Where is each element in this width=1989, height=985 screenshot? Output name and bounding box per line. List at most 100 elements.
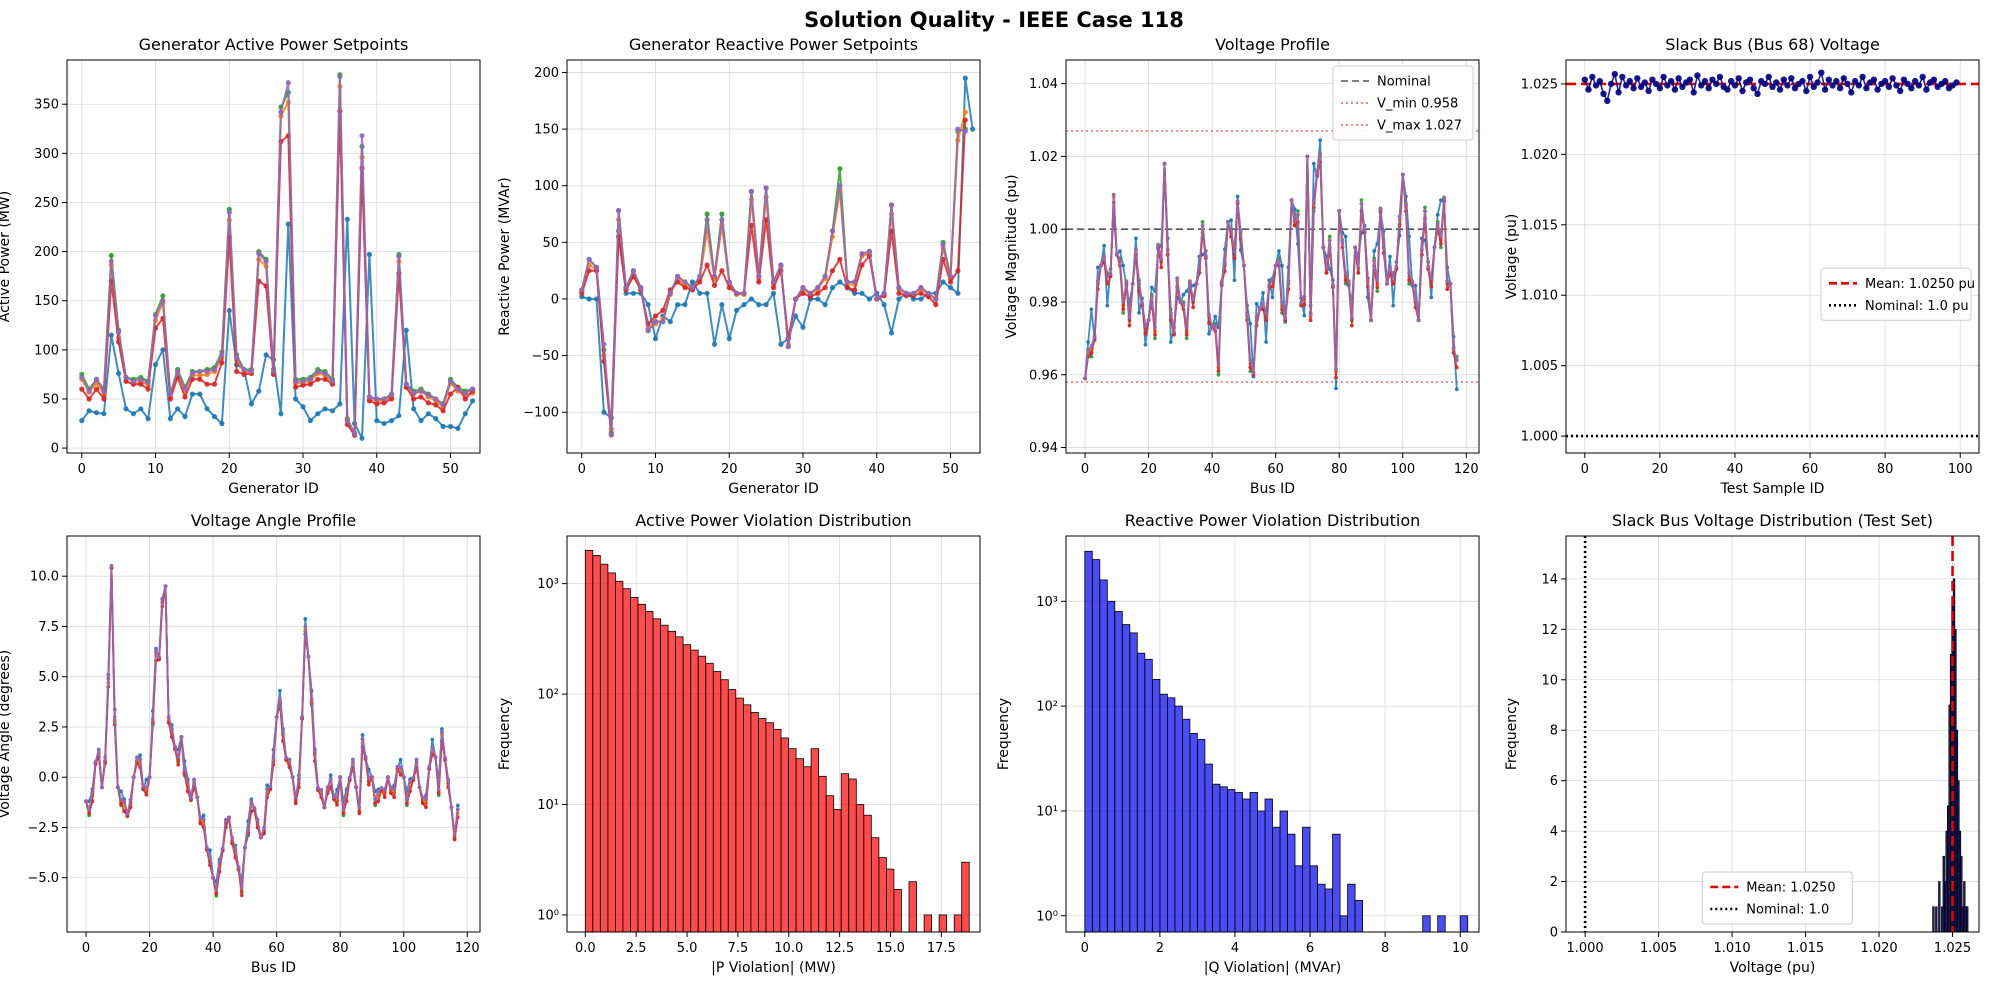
chart-title: Voltage Angle Profile [191, 511, 356, 530]
series-4-point [103, 755, 107, 759]
slack-series-point [1942, 77, 1949, 85]
series-0-point [130, 411, 136, 417]
series-4-point [1159, 257, 1164, 262]
series-3-point [586, 268, 592, 274]
series-3-point [211, 381, 218, 387]
series-3-point [452, 837, 457, 842]
slack-series-point [1900, 76, 1908, 83]
histogram-bar [848, 778, 857, 933]
series-4-point [433, 396, 439, 402]
histogram-bar [652, 618, 661, 933]
series-4-point [1226, 220, 1230, 224]
series-0-point [1121, 263, 1126, 268]
series-4-point [268, 784, 273, 789]
series-4-point [243, 845, 247, 850]
series-4-point [167, 391, 173, 397]
series-4-point [201, 817, 206, 822]
slack-series-point [1709, 76, 1716, 83]
series-3-point [376, 799, 381, 804]
series-4-point [1305, 154, 1310, 159]
series-1-point [719, 211, 725, 217]
series-4-point [337, 74, 343, 80]
slack-series-point [1814, 79, 1821, 86]
series-1-point [704, 211, 710, 217]
x-tick-label: 4 [1231, 941, 1239, 956]
x-tick-label: 80 [1877, 462, 1894, 477]
series-3-point [335, 803, 339, 807]
y-tick-label: 10¹ [537, 798, 559, 813]
series-0-point [815, 296, 821, 302]
histogram-bar [600, 563, 609, 933]
slack-series-point [1840, 75, 1848, 82]
y-tick-label: 50 [42, 392, 59, 407]
series-3-point [138, 381, 144, 387]
series-3-point [1089, 351, 1094, 355]
y-tick-label: 10³ [1036, 595, 1058, 610]
series-3-point [424, 805, 428, 810]
series-4-point [844, 279, 850, 285]
y-tick-label: 1.00 [1029, 223, 1058, 238]
x-tick-label: 20 [221, 462, 238, 477]
series-0-point [1261, 291, 1265, 295]
series-4-point [449, 805, 454, 810]
axes-frame [566, 535, 981, 933]
series-4-point [623, 285, 629, 291]
series-3-point [822, 285, 828, 291]
series-3-point [1270, 284, 1275, 289]
x-tick-label: 80 [1331, 462, 1348, 477]
series-3-point [101, 396, 107, 402]
slack-series-point [1833, 77, 1840, 85]
histogram-bar [1309, 865, 1318, 933]
histogram-bar [584, 550, 594, 933]
series-4-point [122, 799, 127, 804]
series-0-point [741, 302, 747, 308]
x-tick-label: 40 [1204, 462, 1221, 477]
y-axis-label: Reactive Power (MVAr) [497, 177, 513, 336]
legend-frame [1332, 65, 1474, 141]
y-tick-label: 0.94 [1029, 441, 1058, 456]
series-4-point [263, 258, 269, 264]
series-4-point [689, 285, 696, 291]
series-4-point [433, 755, 438, 759]
histogram-bar [1129, 632, 1138, 933]
series-0-point [970, 126, 976, 132]
slack-series-point [1671, 86, 1679, 93]
series-4-point [1356, 265, 1361, 270]
series-0-point [108, 332, 114, 338]
series-3-point [1232, 256, 1237, 261]
axes-frame [566, 59, 981, 454]
series-0-point [652, 336, 659, 342]
series-0-point [265, 783, 269, 788]
x-tick-label: 0 [82, 941, 90, 956]
histogram-bar [1144, 658, 1153, 933]
histogram-bar [1272, 826, 1281, 933]
series-4-point [1385, 281, 1389, 286]
series-3-point [1153, 332, 1157, 337]
histogram-bar [592, 555, 601, 933]
series-4-point [1302, 294, 1307, 299]
y-tick-label: 1.010 [1521, 289, 1558, 304]
series-4-point [389, 785, 393, 790]
slack-series-point [1716, 73, 1724, 81]
series-0-point [430, 737, 435, 742]
series-3-point [293, 801, 298, 806]
series-4-point [430, 745, 435, 749]
slack-series-point [1664, 82, 1671, 89]
series-4-point [911, 290, 917, 296]
series-4-point [1210, 325, 1214, 330]
series-0-point [86, 408, 92, 414]
legend-entry: Mean: 1.0250 [1746, 881, 1835, 896]
series-0-point [455, 803, 460, 808]
x-tick-label: 10.0 [774, 941, 803, 956]
series-4-point [265, 787, 269, 792]
slack-series-point [1855, 82, 1863, 89]
series-4-point [608, 432, 614, 438]
series-4-point [325, 785, 330, 790]
series-4-point [189, 795, 193, 800]
series-4-point [366, 775, 371, 780]
series-0-point [455, 425, 461, 431]
slack-series-point [1604, 97, 1611, 105]
slack-series-point [1821, 86, 1829, 93]
slack-series-line [1584, 71, 1957, 102]
series-4-point [1143, 323, 1148, 328]
